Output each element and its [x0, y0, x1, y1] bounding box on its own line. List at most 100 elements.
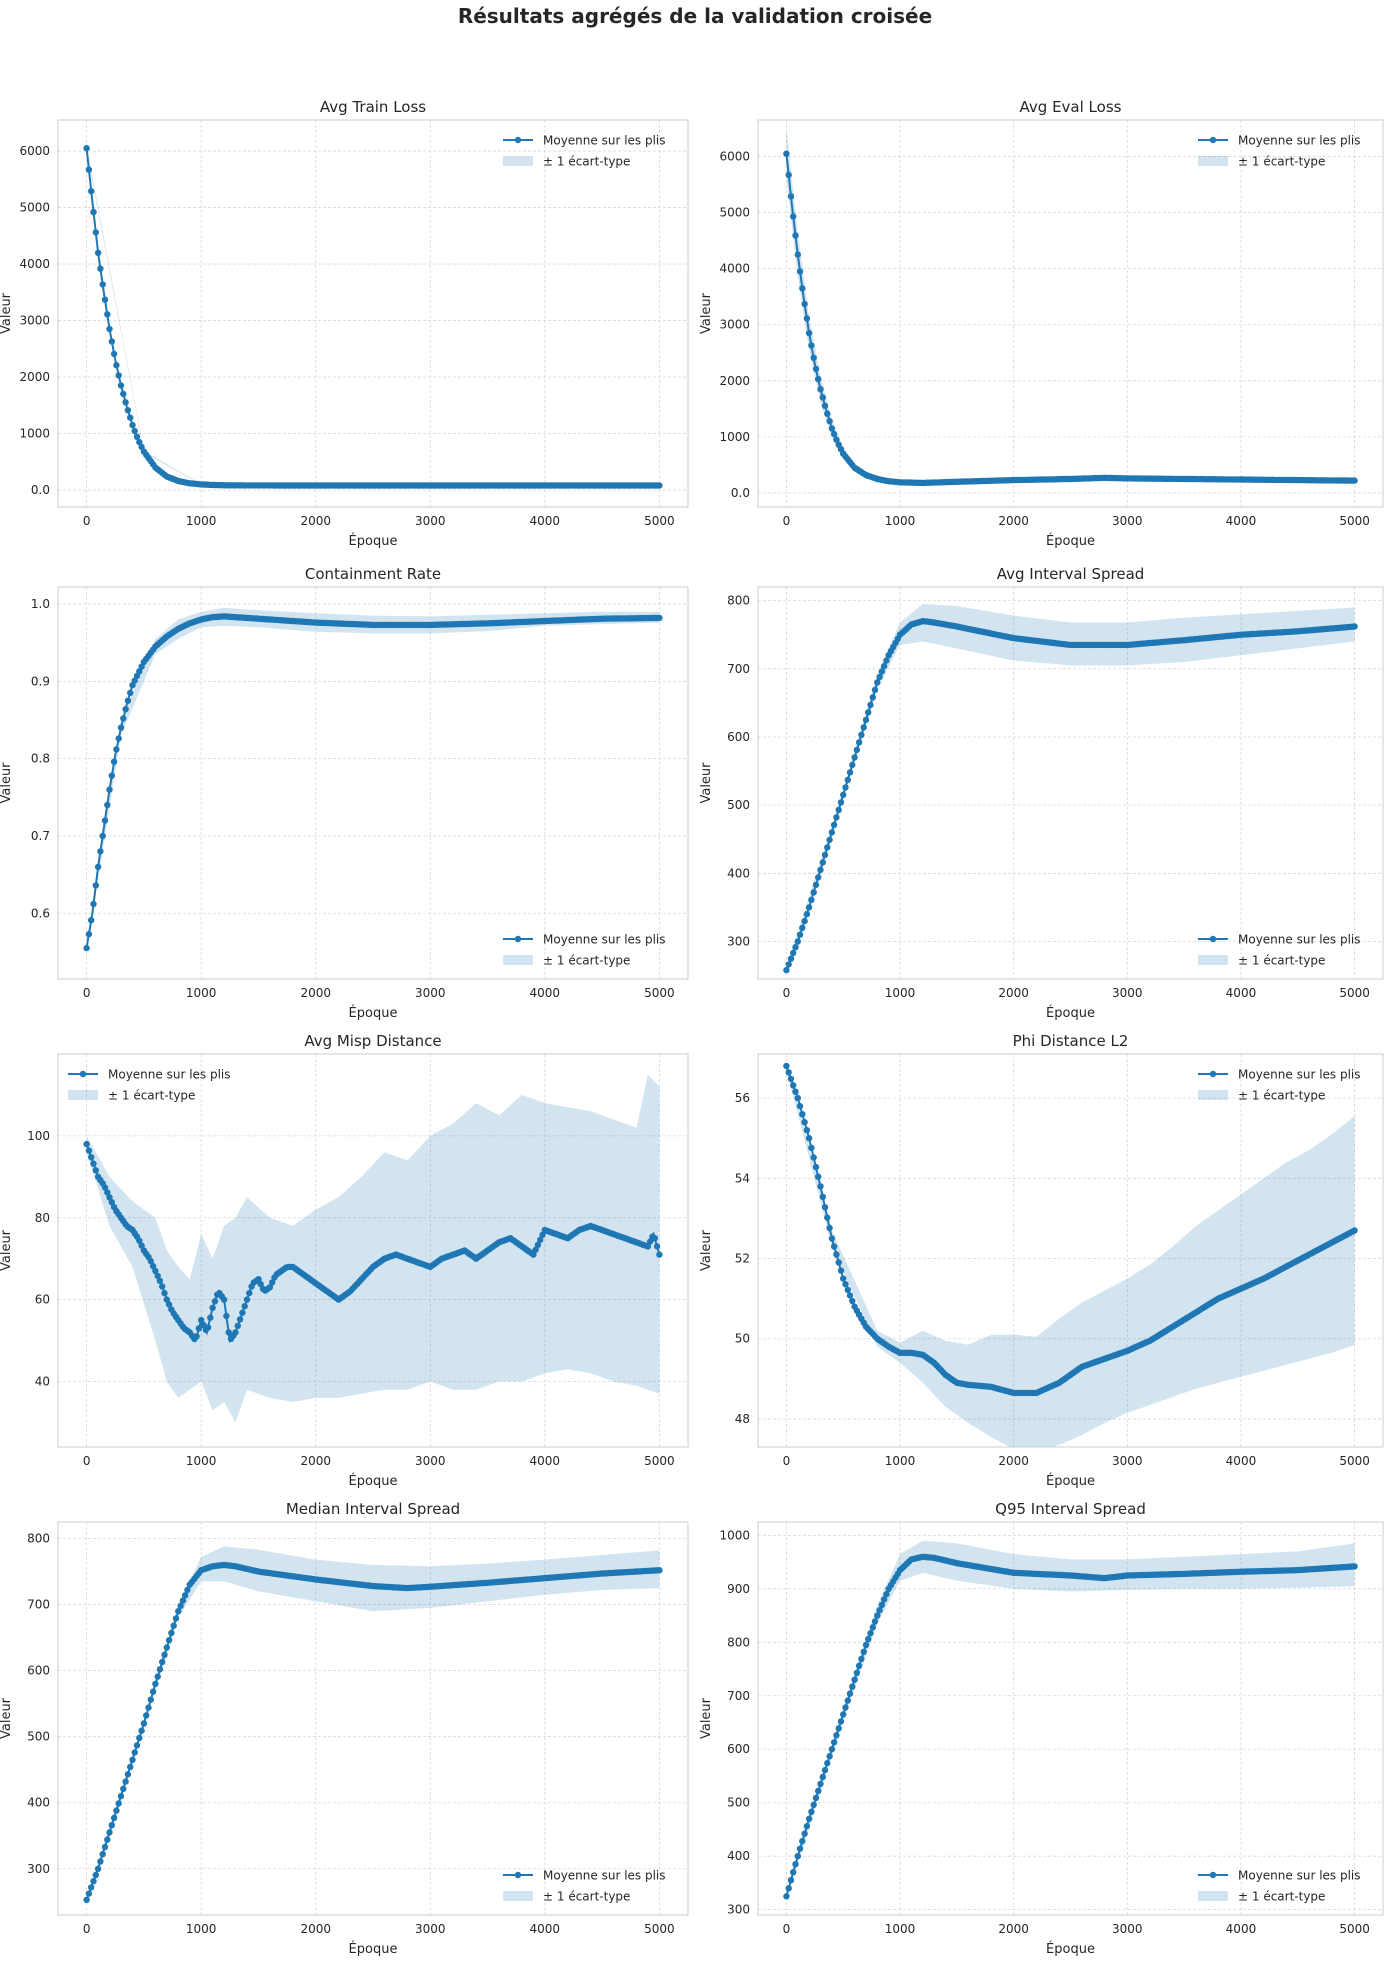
mean-marker: [840, 791, 847, 799]
y-tick-label: 300: [727, 1903, 750, 1917]
mean-marker: [647, 1238, 654, 1245]
x-tick-label: 2000: [300, 1922, 331, 1936]
std-band: [86, 1546, 660, 1902]
x-tick-label: 1000: [885, 1922, 916, 1936]
mean-marker: [236, 1316, 244, 1323]
legend-mean-label: Moyenne sur les plis: [1238, 933, 1361, 947]
mean-markers: [783, 150, 1358, 487]
legend-mean-marker: [514, 935, 522, 943]
mean-marker: [849, 1297, 856, 1305]
mean-marker: [147, 1257, 154, 1265]
mean-marker: [85, 1147, 93, 1154]
mean-marker: [794, 1853, 801, 1860]
legend-mean-label: Moyenne sur les plis: [543, 134, 666, 148]
legend-mean-marker: [79, 1070, 87, 1078]
axes-frame: [757, 119, 1384, 508]
mean-marker: [826, 1224, 833, 1232]
std-band: [786, 1540, 1355, 1899]
mean-marker: [815, 375, 822, 383]
x-tick-label: 5000: [644, 986, 675, 1000]
mean-marker: [812, 881, 820, 889]
y-tick-label: 0.9: [31, 674, 50, 688]
mean-marker: [794, 251, 801, 258]
x-tick-label: 4000: [1226, 1922, 1257, 1936]
mean-marker: [828, 1235, 836, 1242]
x-tick-label: 0: [783, 514, 791, 528]
y-tick-label: 600: [727, 1742, 750, 1756]
mean-marker: [99, 832, 106, 840]
mean-marker: [869, 1624, 876, 1631]
y-tick-label: 3000: [719, 318, 750, 332]
x-tick-label: 5000: [644, 1454, 675, 1468]
std-band: [86, 145, 660, 486]
mean-marker: [108, 338, 116, 345]
y-tick-label: 500: [727, 1796, 750, 1810]
x-tick-label: 1000: [885, 514, 916, 528]
legend-mean-marker: [514, 136, 522, 144]
x-tick-label: 5000: [644, 1922, 675, 1936]
mean-marker: [172, 1615, 180, 1622]
mean-marker: [792, 1861, 799, 1868]
mean-marker: [143, 1712, 150, 1719]
legend-band-swatch: [1198, 156, 1228, 166]
mean-marker: [97, 848, 104, 855]
y-tick-label: 500: [27, 1730, 50, 1744]
y-tick-label: 900: [727, 1582, 750, 1596]
legend: Moyenne sur les plis ± 1 écart-type: [1198, 933, 1361, 968]
mean-marker: [796, 268, 804, 275]
y-tick-label: 54: [735, 1171, 750, 1185]
mean-marker: [122, 399, 129, 406]
mean-marker: [104, 1836, 111, 1843]
mean-marker: [799, 924, 806, 932]
mean-marker: [810, 889, 817, 896]
mean-marker: [785, 1885, 792, 1892]
mean-marker: [232, 1329, 239, 1336]
mean-marker: [783, 966, 790, 974]
mean-marker: [113, 746, 120, 753]
x-tick-label: 5000: [644, 514, 675, 528]
legend-mean-label: Moyenne sur les plis: [543, 1869, 666, 1883]
mean-marker: [871, 686, 879, 694]
mean-marker: [106, 1194, 113, 1201]
y-tick-label: 800: [727, 1635, 750, 1649]
y-tick-label: 5000: [19, 201, 50, 215]
mean-marker: [246, 1289, 253, 1297]
legend-mean-marker: [1209, 1871, 1217, 1879]
x-tick-label: 2000: [998, 514, 1029, 528]
legend-mean-marker: [514, 1871, 522, 1879]
mean-marker: [817, 1780, 824, 1788]
mean-marker: [844, 1697, 851, 1704]
mean-marker: [537, 1236, 544, 1244]
mean-marker: [785, 1069, 792, 1076]
y-axis-label: Valeur: [699, 292, 714, 334]
std-band: [786, 604, 1355, 973]
mean-marker: [120, 390, 127, 398]
mean-marker: [207, 1314, 214, 1321]
mean-marker: [835, 806, 842, 814]
y-axis-label: Valeur: [699, 762, 714, 804]
mean-marker: [787, 193, 795, 200]
mean-marker: [94, 249, 102, 256]
mean-marker: [163, 1296, 170, 1303]
mean-marker: [117, 382, 125, 389]
mean-marker: [133, 433, 141, 440]
chart-title: Phi Distance L2: [1013, 1032, 1129, 1050]
x-tick-label: 0: [83, 1454, 91, 1468]
mean-marker: [161, 1651, 168, 1659]
mean-marker: [821, 851, 829, 859]
mean-marker: [1351, 1227, 1358, 1234]
y-tick-label: 400: [727, 1849, 750, 1863]
mean-marker: [211, 1298, 219, 1305]
mean-marker: [817, 866, 824, 874]
mean-marker: [821, 402, 829, 409]
mean-marker: [156, 1277, 164, 1285]
mean-marker: [842, 1704, 849, 1711]
y-tick-label: 400: [27, 1796, 50, 1810]
mean-marker: [858, 1655, 865, 1663]
legend-mean-label: Moyenne sur les plis: [543, 933, 666, 947]
x-tick-label: 0: [83, 514, 91, 528]
mean-marker: [97, 1858, 104, 1865]
mean-marker: [790, 213, 797, 220]
mean-markers: [83, 1561, 663, 1904]
mean-marker: [819, 394, 826, 401]
